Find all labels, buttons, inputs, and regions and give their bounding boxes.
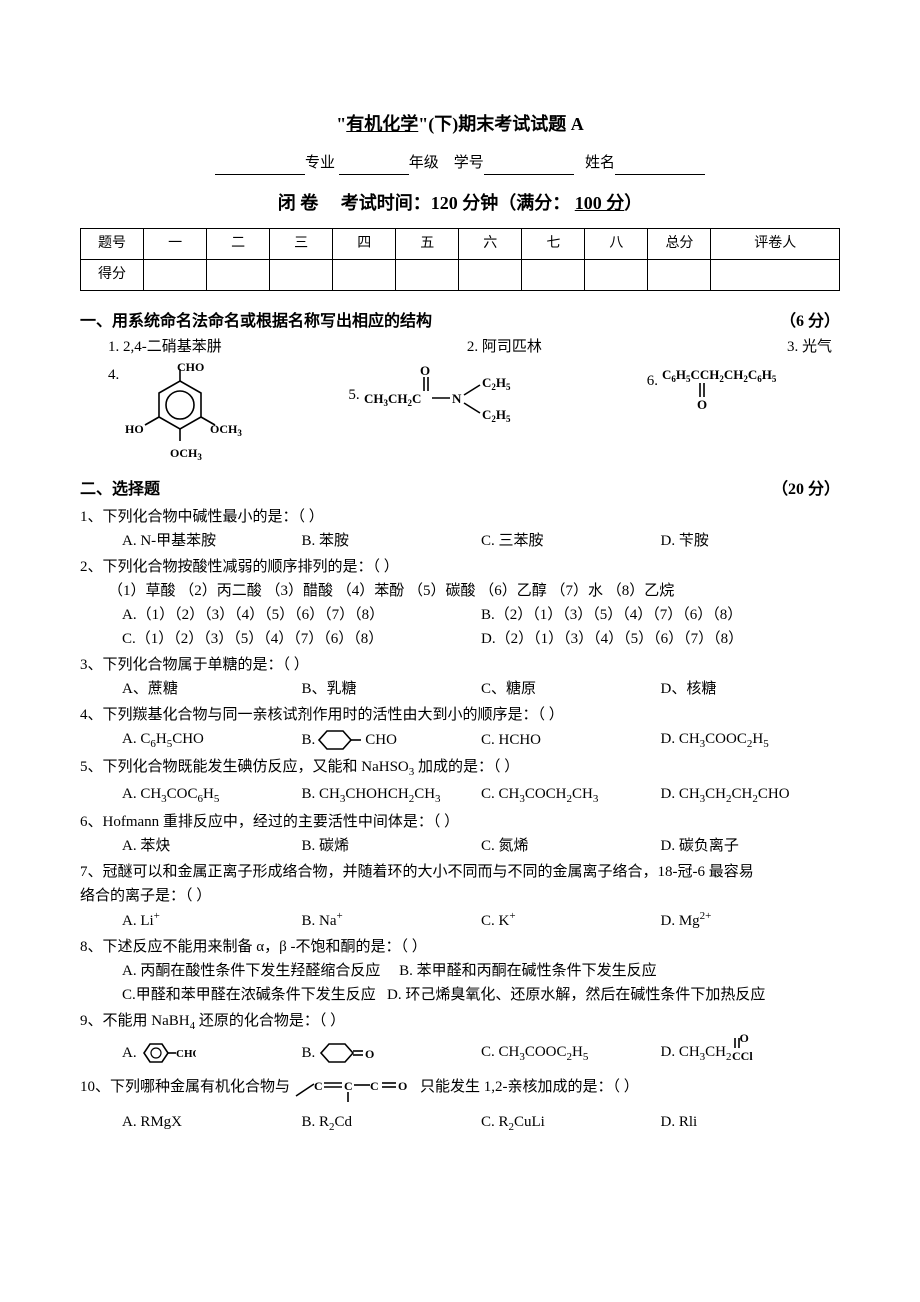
exam-mode-line: 闭 卷 考试时间：120 分钟（满分： 100 分） [80, 189, 840, 218]
cyclohexanone-icon: O [319, 1040, 379, 1066]
conjugated-enone-icon: C C C O [290, 1072, 420, 1102]
table-row: 得分 [81, 259, 840, 290]
q7: 7、冠醚可以和金属正离子形成络合物，并随着环的大小不同而与不同的金属离子络合，1… [80, 860, 840, 884]
score-cell[interactable] [207, 259, 270, 290]
q8: 8、下述反应不能用来制备 α，β -不饱和酮的是：（ ） [80, 935, 840, 959]
q2: 2、下列化合物按酸性减弱的顺序排列的是：（ ） [80, 555, 840, 579]
grade-blank[interactable] [339, 157, 409, 175]
svg-text:C: C [370, 1079, 379, 1093]
svg-text:N: N [452, 391, 462, 406]
student-info-line: 专业 年级 学号 姓名 [80, 151, 840, 175]
table-row: 题号 一 二 三 四 五 六 七 八 总分 评卷人 [81, 228, 840, 259]
q10: 10、下列哪种金属有机化合物与 C C C O 只能发生 1,2-亲核加成的是：… [80, 1072, 840, 1102]
svg-text:CHO: CHO [177, 363, 204, 374]
grader-cell[interactable] [711, 259, 840, 290]
svg-text:HO: HO [125, 422, 144, 436]
q5: 5、下列化合物既能发生碘仿反应，又能和 NaHSO3 加成的是：（ ） [80, 755, 840, 782]
svg-text:C2H5: C2H5 [482, 407, 511, 424]
score-cell[interactable] [333, 259, 396, 290]
score-cell[interactable] [270, 259, 333, 290]
section-2-header: 二、选择题（20 分） [80, 477, 840, 503]
name-blank[interactable] [615, 157, 705, 175]
svg-text:C: C [344, 1079, 353, 1093]
acyl-chloride-icon: CCl . [732, 1036, 770, 1070]
score-cell[interactable] [648, 259, 711, 290]
svg-text:CH3CH2C: CH3CH2C [364, 391, 421, 408]
score-cell[interactable] [396, 259, 459, 290]
svg-text:C2H5: C2H5 [482, 375, 511, 392]
svg-text:O: O [697, 397, 707, 412]
section-1-header: 一、用系统命名法命名或根据名称写出相应的结构（6 分） [80, 309, 840, 335]
cyclohexane-icon [315, 727, 365, 753]
svg-text:CCl: CCl [732, 1049, 753, 1063]
svg-text:C6H5CCH2CH2C6H5: C6H5CCH2CH2C6H5 [662, 367, 777, 384]
major-blank[interactable] [215, 157, 305, 175]
id-blank[interactable] [484, 157, 574, 175]
q9: 9、不能用 NaBH4 还原的化合物是：（ ） [80, 1009, 840, 1036]
molecule-6-icon: C6H5CCH2CH2C6H5 O [662, 363, 832, 421]
score-cell[interactable] [522, 259, 585, 290]
q1: 1、下列化合物中碱性最小的是：（ ） [80, 505, 840, 529]
score-table: 题号 一 二 三 四 五 六 七 八 总分 评卷人 得分 [80, 228, 840, 292]
svg-text:O: O [420, 363, 430, 378]
svg-text:CHO: CHO [176, 1048, 196, 1060]
naming-row-2: 4. CHO HO OCH3 OCH3 5. CH3CH2C [80, 363, 840, 471]
svg-text:OCH3: OCH3 [210, 422, 242, 438]
molecule-4-icon: CHO HO OCH3 OCH3 [125, 363, 245, 471]
q4: 4、下列羰基化合物与同一亲核试剂作用时的活性由大到小的顺序是：（ ） [80, 703, 840, 727]
q6: 6、Hofmann 重排反应中，经过的主要活性中间体是：（ ） [80, 810, 840, 834]
naming-row-1: 1. 2,4-二硝基苯肼 2. 阿司匹林 3. 光气 [80, 335, 840, 359]
svg-text:O: O [365, 1047, 374, 1061]
score-cell[interactable] [585, 259, 648, 290]
svg-text:OCH3: OCH3 [170, 446, 202, 462]
svg-text:O: O [398, 1079, 407, 1093]
score-cell[interactable] [459, 259, 522, 290]
svg-text:C: C [314, 1079, 323, 1093]
score-cell[interactable] [144, 259, 207, 290]
q3: 3、下列化合物属于单糖的是：（ ） [80, 653, 840, 677]
benzaldehyde-icon: CHO [140, 1040, 196, 1066]
molecule-5-icon: CH3CH2C N O C2H5 C2H5 [364, 363, 544, 441]
exam-title: "有机化学"(下)期末考试试题 A [80, 110, 840, 139]
